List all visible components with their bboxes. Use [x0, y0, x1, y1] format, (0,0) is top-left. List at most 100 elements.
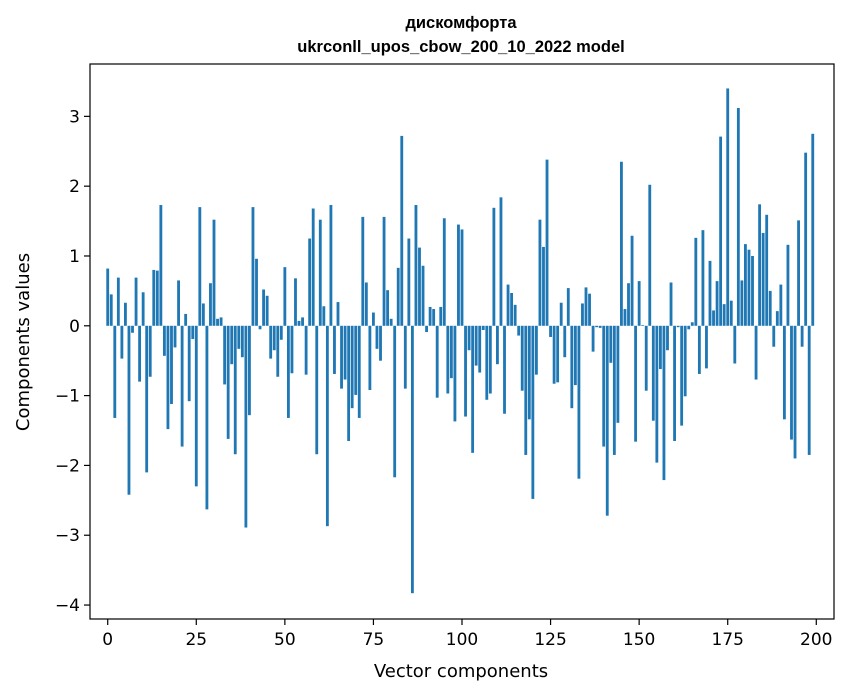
bar: [201, 303, 205, 326]
bar: [552, 325, 556, 384]
bar: [407, 238, 411, 326]
bar: [421, 265, 425, 326]
bar: [719, 136, 723, 326]
bar: [655, 325, 659, 463]
bar: [768, 290, 772, 326]
bar: [457, 224, 460, 326]
bar: [467, 325, 471, 351]
bar: [414, 205, 418, 326]
bar: [478, 325, 482, 373]
y-tick-label: −3: [55, 526, 80, 546]
bar: [492, 207, 496, 326]
bar: [177, 280, 180, 326]
bar: [460, 229, 464, 326]
bar: [106, 268, 110, 326]
y-tick-label: −2: [55, 456, 80, 476]
bar: [694, 237, 698, 326]
bar: [712, 310, 715, 326]
bar: [155, 270, 159, 326]
bar: [379, 325, 382, 361]
bar: [722, 304, 726, 326]
bar: [563, 325, 567, 358]
bar: [754, 325, 758, 380]
bar: [549, 325, 552, 337]
bar: [286, 325, 290, 418]
bar: [389, 318, 393, 326]
bar: [449, 325, 453, 379]
bar: [240, 325, 244, 358]
bar: [651, 325, 655, 421]
y-axis-ticks: −4 −3 −2 −1 0 1 2 3: [55, 107, 90, 616]
bar: [683, 325, 687, 397]
bar: [598, 325, 602, 328]
bar: [584, 287, 588, 326]
bar: [534, 325, 538, 375]
bar: [733, 325, 737, 364]
x-tick-label: 50: [274, 630, 296, 650]
bar: [354, 325, 358, 395]
bar: [556, 325, 560, 383]
bar: [322, 306, 326, 326]
bar: [134, 277, 138, 326]
bar: [233, 325, 237, 455]
bar: [811, 133, 815, 326]
bar: [765, 214, 769, 326]
bar: [740, 280, 744, 326]
bar: [729, 300, 733, 326]
bar: [113, 325, 117, 418]
bar: [205, 325, 209, 510]
bar: [212, 219, 216, 326]
bar: [620, 161, 623, 326]
x-tick-label: 175: [711, 630, 743, 650]
bar-series: [106, 88, 815, 594]
y-tick-label: −4: [55, 596, 80, 616]
bar: [145, 325, 149, 473]
bar: [258, 325, 262, 330]
bar: [488, 325, 492, 394]
bar: [301, 317, 304, 326]
bar: [581, 303, 584, 326]
bar: [173, 325, 177, 348]
bar: [272, 325, 276, 351]
bar: [595, 325, 599, 328]
plot-frame: [89, 63, 835, 620]
bar: [432, 309, 436, 326]
x-tick-label: 75: [363, 630, 385, 650]
bar: [308, 238, 312, 326]
bar: [566, 288, 570, 326]
bar: [283, 267, 287, 326]
bar: [372, 312, 375, 326]
bar: [605, 325, 609, 516]
bar: [226, 325, 230, 439]
bar: [244, 325, 248, 528]
bar: [170, 325, 173, 404]
bar: [191, 325, 195, 340]
x-tick-label: 0: [102, 630, 113, 650]
y-axis-label: Components values: [13, 253, 34, 431]
bar: [262, 289, 266, 326]
bar: [559, 302, 563, 326]
bar: [673, 325, 676, 441]
bar: [761, 232, 765, 326]
bar: [184, 313, 188, 326]
bar: [627, 283, 630, 326]
chart-subtitle: ukrconll_upos_cbow_200_10_2022 model: [297, 38, 624, 56]
bar: [315, 325, 319, 455]
bar: [637, 281, 641, 326]
bar: [393, 325, 397, 478]
bar: [251, 207, 255, 326]
bar: [591, 325, 595, 352]
bar: [471, 325, 475, 453]
bar: [343, 325, 347, 380]
bar: [333, 325, 336, 374]
bar: [715, 281, 719, 326]
bar: [609, 325, 613, 363]
bar: [527, 325, 531, 420]
bar: [687, 325, 691, 330]
x-tick-label: 150: [623, 630, 655, 650]
bar: [779, 284, 783, 326]
bar: [570, 325, 574, 409]
bar: [496, 325, 499, 365]
